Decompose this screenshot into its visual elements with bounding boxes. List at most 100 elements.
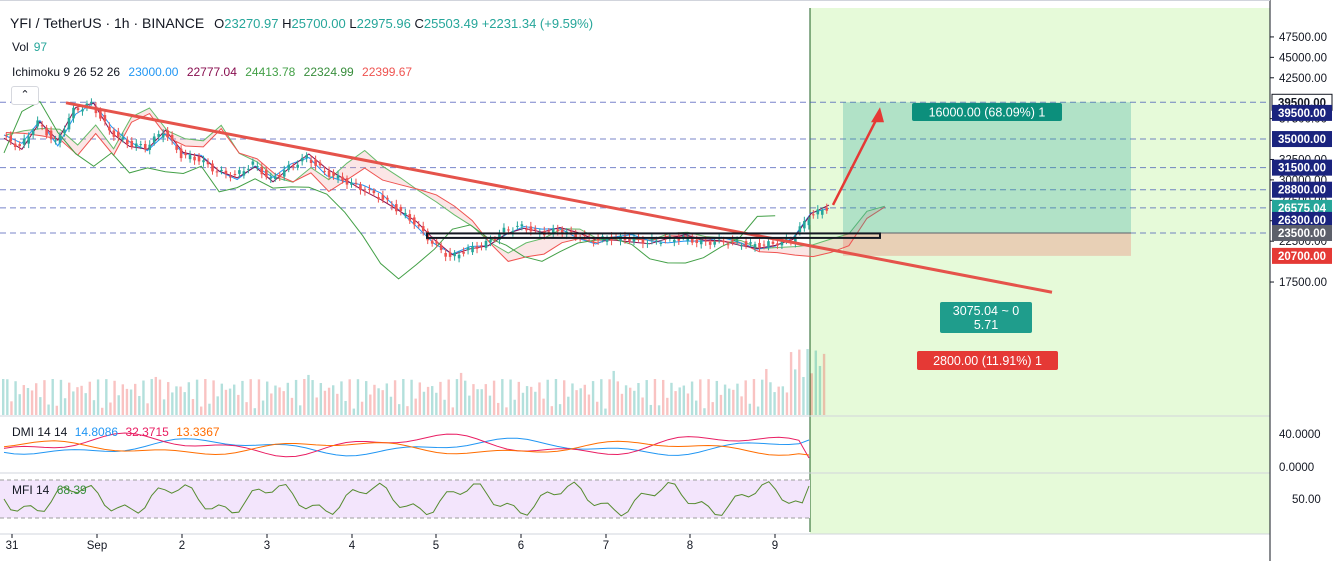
volume-bar bbox=[777, 386, 780, 415]
volume-bar bbox=[352, 408, 356, 415]
volume-bar bbox=[253, 408, 257, 415]
candle-body bbox=[771, 241, 775, 244]
volume-bar bbox=[674, 391, 677, 415]
candle-body bbox=[646, 243, 649, 245]
volume-bar bbox=[620, 393, 624, 415]
ichimoku-lagging-value: 24413.78 bbox=[245, 65, 296, 79]
candle-body bbox=[278, 174, 282, 177]
candle-body bbox=[341, 176, 344, 181]
candle-body bbox=[67, 117, 71, 130]
price-tick-label: 42500.00 bbox=[1279, 73, 1327, 85]
candle-body bbox=[628, 237, 631, 241]
price-badge-box bbox=[1272, 225, 1332, 242]
volume-bar bbox=[629, 387, 632, 415]
volume-bar bbox=[439, 381, 442, 415]
candle-body bbox=[740, 245, 743, 247]
candle-body bbox=[31, 130, 35, 135]
candle-body bbox=[54, 140, 57, 142]
volume-bar bbox=[336, 393, 339, 415]
volume-bar bbox=[373, 384, 376, 415]
volume-bar bbox=[369, 394, 372, 415]
candle-body bbox=[807, 219, 811, 226]
volume-bar bbox=[183, 392, 186, 415]
volume-bar bbox=[14, 381, 17, 415]
candle-body bbox=[220, 169, 223, 171]
volume-bar bbox=[810, 373, 813, 415]
volume-bar bbox=[571, 383, 574, 415]
candle-body bbox=[641, 239, 645, 244]
candle-body bbox=[403, 212, 407, 215]
volume-bar bbox=[290, 397, 294, 415]
volume-bar bbox=[653, 379, 657, 415]
collapse-legend-button[interactable]: ⌃ bbox=[11, 86, 39, 105]
candle-body bbox=[650, 238, 654, 240]
volume-bar bbox=[822, 353, 826, 415]
candle-body bbox=[395, 204, 398, 212]
candle-body bbox=[260, 166, 264, 175]
candle-body bbox=[659, 243, 663, 245]
candle-body bbox=[708, 241, 712, 245]
candle-body bbox=[794, 236, 797, 243]
candle-body bbox=[117, 131, 120, 137]
dmi-legend[interactable]: DMI 14 14 14.8086 32.3715 13.3367 bbox=[12, 425, 220, 439]
candle-body bbox=[170, 134, 174, 141]
volume-bar bbox=[332, 385, 335, 415]
volume-bar bbox=[216, 396, 219, 415]
volume-bar bbox=[480, 389, 483, 415]
candle-body bbox=[282, 170, 286, 177]
volume-bar bbox=[579, 388, 582, 415]
price-tick-label: 17500.00 bbox=[1279, 277, 1327, 289]
position-center-label: 3075.04 ~ 0 bbox=[953, 304, 1019, 318]
volume-bar bbox=[84, 393, 87, 415]
candle-body bbox=[780, 240, 784, 246]
volume-bar bbox=[752, 379, 756, 415]
dmi-adx-line bbox=[3, 440, 810, 456]
volume-bar bbox=[18, 394, 21, 415]
candle-body bbox=[152, 136, 156, 143]
mfi-legend[interactable]: MFI 14 68.39 bbox=[12, 483, 87, 497]
symbol-title[interactable]: YFI / TetherUS · 1h · BINANCE bbox=[10, 15, 205, 31]
candle-body bbox=[9, 135, 13, 142]
volume-bar bbox=[534, 391, 537, 415]
volume-bar bbox=[146, 403, 149, 415]
candle-body bbox=[99, 110, 102, 119]
volume-bar bbox=[162, 399, 166, 415]
volume-bar bbox=[30, 390, 34, 415]
candle-body bbox=[350, 182, 353, 185]
candle-body bbox=[592, 241, 595, 244]
target-label-box bbox=[912, 103, 1062, 121]
candle-body bbox=[583, 234, 586, 236]
volume-bar bbox=[389, 396, 393, 415]
volume-bar bbox=[756, 406, 760, 415]
candle-body bbox=[551, 228, 555, 235]
volume-bar bbox=[530, 386, 533, 415]
mfi-axis-label: 50.00 bbox=[1292, 494, 1321, 506]
mfi-band bbox=[0, 480, 810, 518]
candle-body bbox=[776, 243, 779, 246]
candle-body bbox=[4, 134, 8, 136]
candle-body bbox=[63, 129, 66, 133]
volume-bar bbox=[723, 384, 727, 415]
volume-bar bbox=[51, 379, 54, 415]
candle-body bbox=[193, 156, 196, 161]
candle-body bbox=[314, 159, 317, 166]
volume-bar bbox=[266, 381, 269, 415]
volume-bar bbox=[806, 349, 809, 415]
candle-body bbox=[744, 241, 748, 246]
volume-bar bbox=[59, 379, 63, 415]
candle-body bbox=[412, 217, 416, 225]
volume-bar bbox=[360, 401, 364, 415]
candle-body bbox=[161, 133, 165, 138]
volume-bar bbox=[377, 388, 380, 415]
volume-bar bbox=[10, 401, 13, 415]
volume-bar bbox=[121, 384, 125, 415]
volume-legend[interactable]: Vol 97 bbox=[12, 40, 47, 54]
volume-bar bbox=[666, 397, 669, 415]
candle-body bbox=[126, 139, 129, 145]
ichimoku-legend[interactable]: Ichimoku 9 26 52 26 23000.00 22777.04 24… bbox=[12, 65, 412, 79]
candle-body bbox=[632, 237, 636, 242]
volume-bar bbox=[43, 380, 46, 415]
volume-bar bbox=[150, 379, 153, 415]
volume-bar bbox=[761, 379, 764, 415]
